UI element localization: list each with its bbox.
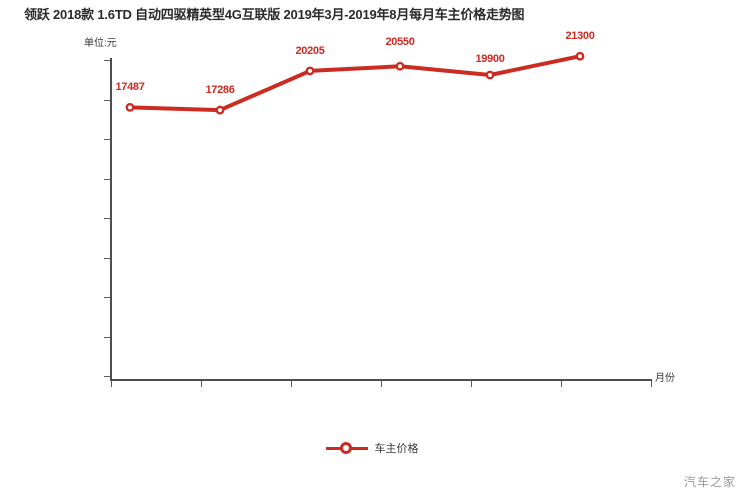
data-point-label: 19900: [475, 53, 505, 65]
data-point-marker: [215, 105, 225, 115]
data-point-marker: [485, 70, 495, 80]
legend-marker-icon: [325, 442, 368, 454]
chart-legend: 车主价格: [0, 440, 744, 456]
y-axis-unit-label: 单位:元: [84, 38, 117, 49]
series-line-car-owner-price: [128, 54, 582, 113]
y-axis-line: [110, 58, 112, 380]
y-axis-tick: [104, 257, 110, 259]
y-axis-tick: [104, 336, 110, 338]
y-axis-tick: [104, 178, 110, 180]
y-axis-tick: [104, 139, 110, 140]
data-point-label: 21300: [565, 30, 595, 43]
x-axis-tick: [381, 381, 382, 387]
site-watermark: 汽车之家: [683, 475, 736, 489]
data-point-label: 17286: [205, 84, 235, 97]
x-axis-tick: [201, 381, 202, 387]
x-axis-tick: [471, 381, 472, 387]
x-axis-line: [110, 379, 652, 381]
chart-title: 领跃 2018款 1.6TD 自动四驱精英型4G互联版 2019年3月-2019…: [24, 7, 525, 22]
y-axis-tick: [104, 218, 110, 219]
data-point-marker: [305, 66, 315, 76]
legend-label-car-owner-price: 车主价格: [374, 443, 419, 455]
x-axis-unit-label: 月份: [655, 373, 675, 384]
data-point-label: 20205: [295, 44, 325, 57]
data-point-label: 17487: [115, 81, 145, 94]
x-axis-tick: [111, 381, 112, 387]
series-marker-group: [125, 51, 585, 115]
x-axis-tick: [561, 381, 562, 387]
data-point-marker: [575, 51, 585, 61]
data-point-marker: [125, 102, 135, 112]
x-axis-tick: [291, 381, 292, 387]
y-axis-tick: [104, 99, 110, 101]
data-point-label: 20550: [385, 36, 415, 49]
x-axis-tick: [651, 381, 652, 387]
y-axis-tick: [104, 60, 110, 61]
y-axis-tick: [104, 297, 110, 298]
data-point-marker: [395, 61, 405, 71]
y-axis-tick: [104, 376, 110, 377]
